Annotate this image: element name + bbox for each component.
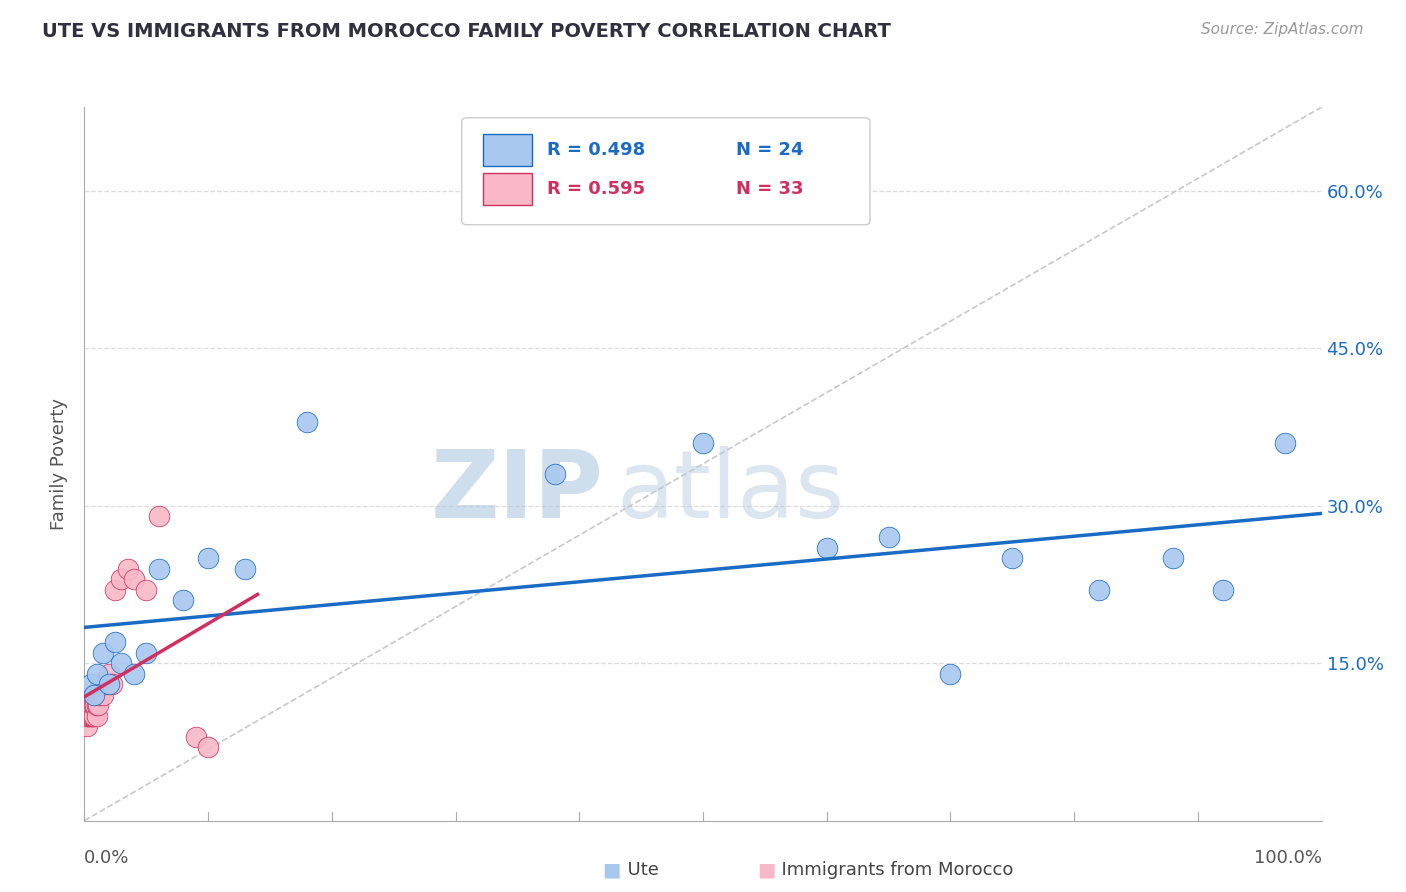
Point [79,698,101,713]
Text: Immigrants from Morocco: Immigrants from Morocco [770,861,1014,879]
Point [86,708,108,723]
Point [692,435,714,450]
Point [77,708,100,723]
Point [83,698,105,713]
Point [94,677,117,691]
Point [184,730,207,744]
Point [1161,551,1184,566]
Point [148,509,170,524]
Point [86,698,108,713]
Point [122,666,145,681]
Point [80,698,103,713]
Point [197,740,219,755]
Point [110,572,132,586]
Text: UTE VS IMMIGRANTS FROM MOROCCO FAMILY POVERTY CORRELATION CHART: UTE VS IMMIGRANTS FROM MOROCCO FAMILY PO… [42,22,891,41]
Point [135,582,157,597]
Point [877,530,900,544]
Point [104,635,127,649]
Point [83,688,105,702]
Text: Source: ZipAtlas.com: Source: ZipAtlas.com [1201,22,1364,37]
Point [91,688,114,702]
Point [79,708,101,723]
FancyBboxPatch shape [482,173,533,205]
Point [295,415,318,429]
Text: N = 24: N = 24 [737,141,804,159]
Point [148,562,170,576]
Point [80,708,103,723]
Y-axis label: Family Poverty: Family Poverty [51,398,69,530]
Point [1001,551,1024,566]
Point [84,698,107,713]
Point [86,666,108,681]
Point [939,666,962,681]
Text: 0.0%: 0.0% [84,849,129,867]
Text: 100.0%: 100.0% [1254,849,1322,867]
Point [76,719,98,733]
FancyBboxPatch shape [482,134,533,166]
Text: R = 0.498: R = 0.498 [547,141,645,159]
Point [172,593,194,607]
Point [104,582,127,597]
Point [79,698,101,713]
Point [87,698,110,713]
Point [815,541,838,555]
Point [110,657,132,671]
Text: R = 0.595: R = 0.595 [547,180,645,198]
Point [75,708,97,723]
Point [79,708,101,723]
FancyBboxPatch shape [461,118,870,225]
Point [100,677,122,691]
Point [122,572,145,586]
Point [1274,435,1296,450]
Point [82,708,104,723]
Text: N = 33: N = 33 [737,180,804,198]
Point [91,646,114,660]
Point [98,677,121,691]
Point [77,698,100,713]
Text: ■: ■ [756,860,776,880]
Point [197,551,219,566]
Point [135,646,157,660]
Point [89,688,111,702]
Point [98,666,121,681]
Text: ZIP: ZIP [432,446,605,539]
Point [1088,582,1111,597]
Point [79,677,101,691]
Point [1212,582,1234,597]
Point [543,467,565,482]
Point [89,677,111,691]
Text: atlas: atlas [616,446,845,539]
Point [83,708,105,723]
Text: Ute: Ute [616,861,658,879]
Point [117,562,139,576]
Text: ■: ■ [602,860,621,880]
Point [82,688,104,702]
Point [233,562,256,576]
Point [76,708,98,723]
